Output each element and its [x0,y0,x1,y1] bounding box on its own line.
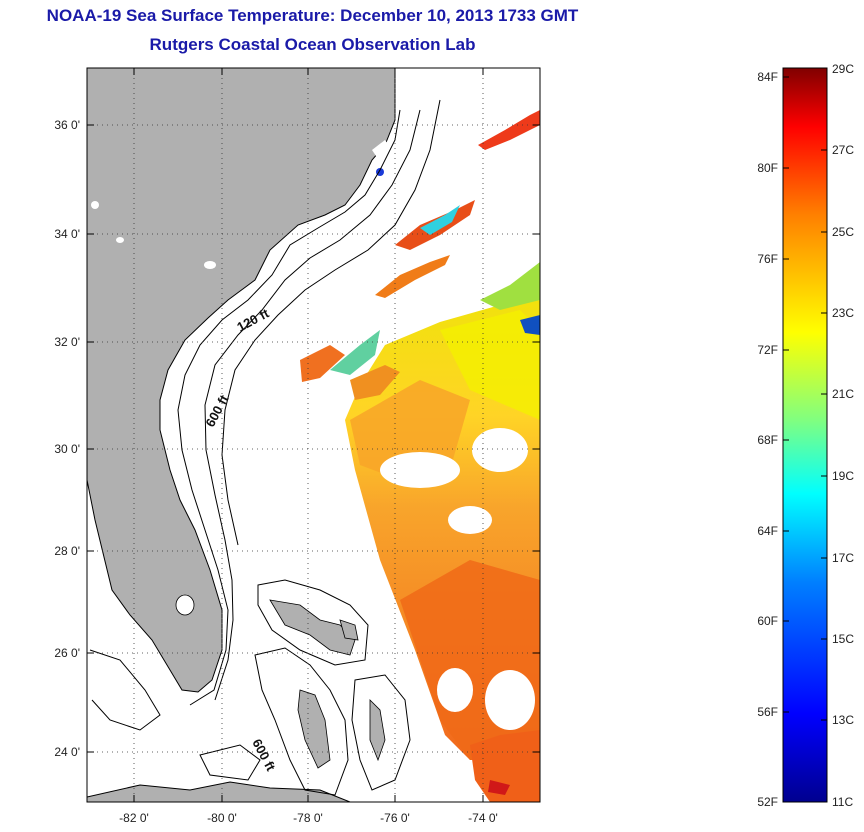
lon-label: -82 0' [119,811,149,825]
lat-label: 26 0' [54,646,80,660]
lake-marker [204,261,216,269]
map-subtitle: Rutgers Coastal Ocean Observation Lab [149,35,476,54]
colorbar-f-label: 60F [757,614,778,628]
lake-marker [91,201,99,209]
lat-label: 36 0' [54,118,80,132]
longitude-labels: -82 0' -80 0' -78 0' -76 0' -74 0' [119,811,498,825]
sst-swath [345,300,540,760]
lon-label: -76 0' [380,811,410,825]
colorbar-c-label: 29C [832,62,854,76]
lake-marker [116,237,124,243]
colorbar-c-label: 21C [832,387,854,401]
sst-patches-north [300,110,540,802]
lon-label: -80 0' [207,811,237,825]
lon-label: -74 0' [468,811,498,825]
map-title: NOAA-19 Sea Surface Temperature: Decembe… [46,6,579,25]
lat-label: 24 0' [54,745,80,759]
colorbar-f-label: 68F [757,433,778,447]
colorbar-f-label: 80F [757,161,778,175]
colorbar-c-label: 27C [832,143,854,157]
map-frame [86,67,541,803]
lon-label: -78 0' [293,811,323,825]
colorbar-f-label: 52F [757,795,778,809]
latitude-labels: 36 0' 34 0' 32 0' 30 0' 28 0' 26 0' 24 0… [54,118,80,759]
colorbar-c-label: 23C [832,306,854,320]
us-coastline-land [87,68,396,693]
colorbar-c-label: 15C [832,632,854,646]
colorbar-f-label: 56F [757,705,778,719]
cuba-coastline-land [87,781,351,802]
lat-label: 34 0' [54,227,80,241]
colorbar-c-label: 25C [832,225,854,239]
colorbar-c-label: 19C [832,469,854,483]
colorbar-gradient [782,67,828,803]
bathymetry-contours [89,99,441,796]
frame-ticks [87,68,540,802]
colorbar-c-label: 17C [832,551,854,565]
lat-label: 32 0' [54,335,80,349]
lat-label: 28 0' [54,544,80,558]
colorbar-f-label: 76F [757,252,778,266]
temperature-colorbar: 84F 80F 76F 72F 68F 64F 60F 56F 52F 29C … [757,62,854,809]
pamlico-sound [372,140,392,162]
lake-okeechobee [175,594,195,616]
bahamas-islands [269,599,386,769]
colorbar-f-label: 72F [757,343,778,357]
colorbar-f-label: 84F [757,70,778,84]
colorbar-c-label: 13C [832,713,854,727]
lat-lon-grid [87,68,540,802]
colorbar-c-label: 11C [832,795,853,809]
lat-label: 30 0' [54,442,80,456]
colorbar-f-label: 64F [757,524,778,538]
